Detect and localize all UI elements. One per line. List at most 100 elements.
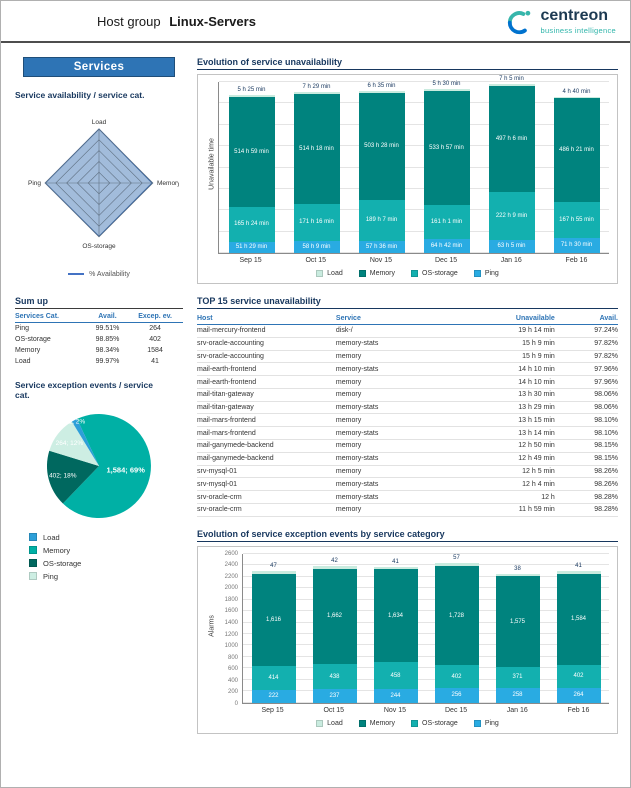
y-tick-label: 1400 — [224, 619, 238, 626]
segment-label: 71 h 30 min — [560, 242, 593, 249]
table-cell: 264 — [149, 324, 161, 332]
segment-label: 264 — [573, 692, 584, 699]
legend-item: Memory — [358, 719, 395, 727]
segment-label: 51 h 29 min — [235, 244, 268, 251]
bar-segment-memory: 486 h 21 min — [553, 97, 600, 202]
plot-area: 5 h 25 min 514 h 59 min 165 h 24 min 51 h 2… — [218, 76, 609, 254]
segment-label: 514 h 18 min — [299, 145, 334, 152]
table-header-row: Services Cat. Avail. Excep. ev. — [15, 311, 183, 323]
table-cell: memory-stats — [335, 426, 467, 441]
segment-label: 63 h 5 min — [497, 243, 526, 250]
bar-segment-os-storage: 161 h 1 min — [423, 204, 470, 240]
gridline — [243, 610, 609, 612]
table-cell: 97.82% — [554, 350, 618, 364]
table-row: Memory 98.34% 1584 — [15, 345, 183, 356]
x-tick-label: Oct 15 — [323, 706, 345, 714]
table-cell: memory — [335, 465, 467, 479]
column-header: Services Cat. — [15, 311, 88, 323]
pie-slice-label: 41; 2% — [65, 418, 85, 425]
bar-segment-load — [373, 566, 418, 569]
bar-segment-load — [293, 92, 340, 95]
table-cell: Memory — [15, 346, 41, 354]
legend-swatch-icon — [473, 270, 481, 277]
report-header: Host group Linux-Servers centreon busine… — [1, 1, 630, 43]
table-cell: 99.97% — [95, 357, 120, 365]
legend-swatch-icon — [29, 546, 37, 555]
table-cell: mail-mercury-frontend — [197, 324, 336, 338]
table-cell: 14 h 10 min — [466, 375, 555, 389]
bar-segment-os-storage: 402 — [434, 665, 479, 689]
logo-text: centreon business intelligence — [540, 7, 616, 35]
legend-item: Load — [316, 270, 343, 277]
bar-segment-os-storage: 458 — [373, 662, 418, 689]
table-cell: 12 h — [466, 490, 555, 504]
bar-segment-ping: 222 — [251, 689, 296, 703]
chart-legend: Load Memory OS-storage Ping — [206, 270, 609, 279]
bar-top-label: 7 h 29 min — [302, 84, 331, 91]
table-cell: memory — [335, 439, 467, 453]
table-cell: srv-oracle-crm — [197, 503, 336, 517]
segment-label: 222 h 9 min — [495, 212, 528, 219]
legend-swatch-icon — [29, 533, 37, 542]
column-header: Excep. ev. — [127, 311, 183, 323]
table-cell: 98.28% — [554, 503, 618, 517]
table-cell: memory — [335, 350, 467, 364]
legend-swatch-icon — [29, 572, 37, 581]
bar-segment-ping: 244 — [373, 688, 418, 703]
gridline — [219, 81, 609, 82]
exception-heading: Service exception events / service cat. — [15, 379, 153, 401]
bar-segment-memory: 1,584 — [556, 573, 601, 665]
top15-table: Host Service Unavailable Avail. mail-mercur… — [197, 313, 618, 517]
bar-segment-ping: 256 — [434, 688, 479, 703]
bar: 7 h 5 min 497 h 6 min 222 h 9 min 63 h 5 mi… — [479, 76, 544, 253]
segment-label: 371 — [512, 674, 523, 681]
table-row: Load 99.97% 41 — [15, 356, 183, 367]
segment-label: 165 h 24 min — [234, 221, 269, 228]
x-tick-label: Dec 15 — [445, 706, 468, 714]
legend-item: OS-storage — [411, 719, 458, 727]
legend-swatch-icon — [411, 270, 419, 277]
column-header: Host — [197, 313, 336, 325]
table-cell: memory-stats — [335, 490, 467, 504]
pie-slice-label: 402; 18% — [49, 472, 77, 479]
legend-item: Ping — [473, 719, 499, 727]
segment-label: 161 h 1 min — [430, 218, 463, 225]
segment-label: 497 h 6 min — [495, 135, 528, 142]
legend-line-icon — [68, 273, 85, 276]
x-tick-label: Nov 15 — [369, 257, 393, 264]
table-cell: 14 h 10 min — [466, 362, 555, 377]
y-tick-label: 2400 — [224, 562, 238, 569]
segment-label: 64 h 42 min — [430, 243, 463, 250]
segment-label: 414 — [268, 675, 279, 682]
table-cell: 41 — [151, 357, 159, 365]
segment-label: 1,662 — [326, 613, 342, 620]
bar-segment-os-storage: 402 — [556, 664, 601, 688]
bar: 7 h 29 min 514 h 18 min 171 h 16 min 58 h 9… — [284, 82, 349, 253]
table-cell: 98.85% — [95, 335, 120, 343]
segment-label: 58 h 9 min — [302, 243, 331, 250]
x-axis-labels: Sep 15 Oct 15 Nov 15 Dec 15 Jan 16 Feb 16 — [242, 707, 609, 714]
bar-segment-ping: 63 h 5 min — [488, 239, 535, 253]
gridline — [243, 598, 609, 600]
availability-heading: Service availability / service cat. — [15, 90, 145, 100]
bar: 42 1,662 438 237 — [304, 554, 365, 703]
bar-top-label: 5 h 25 min — [237, 87, 266, 94]
page-title-prefix: Host group — [97, 13, 161, 29]
bar-segment-load — [228, 95, 275, 97]
legend-item: OS-storage — [29, 559, 183, 568]
bar-segment-ping: 51 h 29 min — [228, 241, 275, 253]
bar-segment-os-storage: 438 — [312, 664, 357, 690]
x-tick-label: Nov 15 — [383, 706, 407, 714]
services-banner: Services — [23, 57, 175, 77]
bar: 47 1,616 414 222 — [243, 554, 304, 703]
table-cell: srv-mysql-01 — [197, 465, 336, 479]
gridline — [243, 621, 609, 623]
bar: 5 h 25 min 514 h 59 min 165 h 24 min 51 h 2… — [219, 82, 284, 253]
table-cell: 98.26% — [554, 465, 618, 479]
table-cell: 98.15% — [554, 439, 618, 453]
bar: 38 1,575 371 258 — [487, 554, 548, 703]
table-cell: memory — [335, 388, 467, 402]
gridline — [219, 123, 609, 125]
bar: 41 1,634 458 244 — [365, 554, 426, 703]
bar-segment-ping: 64 h 42 min — [423, 239, 470, 253]
